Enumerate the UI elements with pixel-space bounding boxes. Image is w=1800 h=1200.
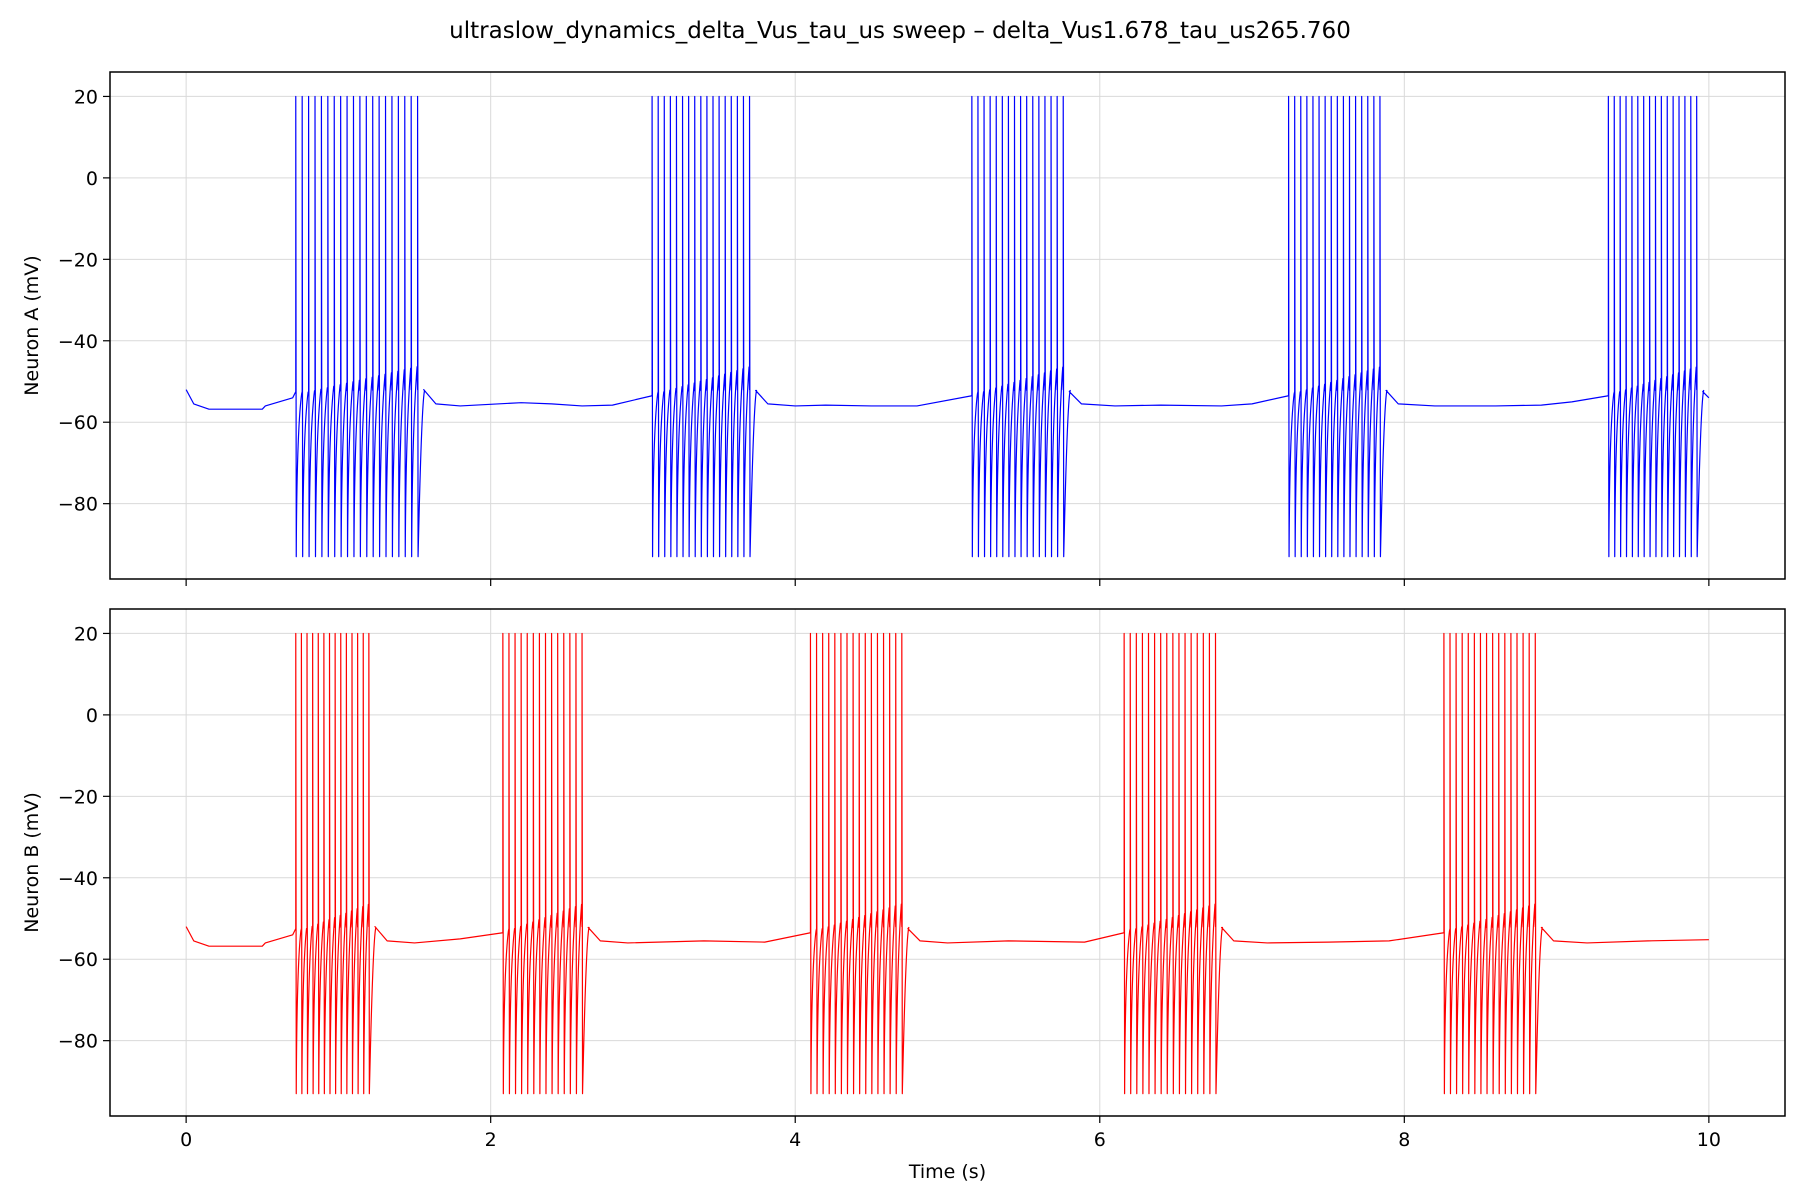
y-tick-label: −80 xyxy=(58,494,98,516)
plot-frame xyxy=(109,608,1786,1117)
y-axis-label: Neuron A (mV) xyxy=(21,255,43,395)
y-tick-label: −20 xyxy=(58,786,98,808)
y-tick-label: 20 xyxy=(74,86,98,108)
neuron-b-panel: 0 2 4 6 8 10 20 0 −20 −40 −60 −80 Neuron B (mV) Time … xyxy=(21,608,1786,1183)
y-tick-label: 0 xyxy=(86,705,98,727)
y-axis-label: Neuron B (mV) xyxy=(21,792,43,932)
y-tick-label: 0 xyxy=(86,168,98,190)
y-tick-label: −60 xyxy=(58,949,98,971)
x-axis-label: Time (s) xyxy=(908,1161,986,1183)
x-tick-label: 6 xyxy=(1094,1129,1106,1151)
y-tick-label: −60 xyxy=(58,412,98,434)
voltage-trace xyxy=(185,95,1710,558)
y-tick-label: −80 xyxy=(58,1031,98,1053)
y-tick-label: 20 xyxy=(74,623,98,645)
neuron-a-panel: 20 0 −20 −40 −60 −80 Neuron A (mV) xyxy=(21,71,1786,586)
x-tick-label: 2 xyxy=(485,1129,497,1151)
y-tick-label: −40 xyxy=(58,868,98,890)
voltage-trace xyxy=(185,632,1709,1095)
x-tick-label: 4 xyxy=(789,1129,801,1151)
y-tick-label: −40 xyxy=(58,331,98,353)
plot-frame xyxy=(109,71,1786,580)
y-tick-label: −20 xyxy=(58,249,98,271)
x-tick-label: 10 xyxy=(1697,1129,1721,1151)
x-tick-label: 8 xyxy=(1398,1129,1410,1151)
figure-title: ultraslow_dynamics_delta_Vus_tau_us swee… xyxy=(449,18,1351,44)
x-tick-label: 0 xyxy=(180,1129,192,1151)
